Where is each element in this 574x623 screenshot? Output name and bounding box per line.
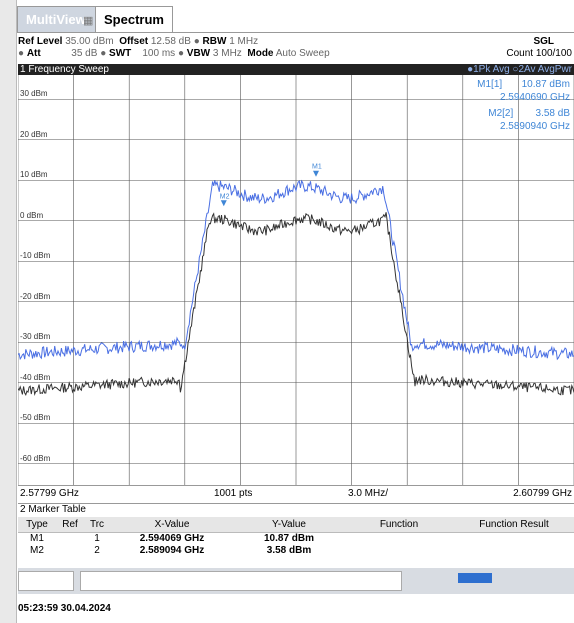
sweep-title: 1 Frequency Sweep — [20, 64, 109, 75]
y-tick-label: 20 dBm — [20, 129, 48, 139]
sweep-points: 1001 pts — [214, 488, 253, 499]
tab-multiview[interactable]: MultiView — [17, 6, 101, 33]
ref-level-label: Ref Level — [18, 36, 63, 47]
mode-value[interactable]: Auto Sweep — [275, 48, 330, 59]
y-tick-label: -40 dBm — [20, 372, 51, 382]
marker1-readout-freq: 2.5940690 GHz — [499, 92, 570, 103]
row-y: 3.58 dBm — [266, 545, 312, 556]
tab-bar: MultiView ▦ Spectrum — [17, 4, 574, 34]
rbw-label: RBW — [202, 36, 227, 47]
header-function-result: Function Result — [479, 519, 549, 530]
marker-1-label: M1 — [312, 164, 322, 171]
vbw-value[interactable]: 3 MHz — [212, 48, 242, 59]
y-tick-label: -10 dBm — [20, 251, 51, 261]
tab-multiview-label: MultiView — [26, 12, 86, 27]
sgl-indicator: SGL — [533, 36, 554, 47]
settings-header: Ref Level 35.00 dBm Offset 12.58 dB ● RB… — [18, 36, 572, 59]
trace-legend: ●1Pk Avg ○2Av AvgPwr — [467, 64, 572, 75]
status-taskbar — [18, 568, 574, 594]
left-edge-panel — [0, 0, 17, 623]
table-row[interactable]: M1 1 2.594069 GHz 10.87 dBm — [18, 533, 574, 545]
marker1-readout-level: 10.87 dBm — [521, 79, 570, 90]
marker2-readout-freq: 2.5890940 GHz — [499, 121, 570, 132]
mode-label: Mode — [247, 48, 274, 59]
y-tick-label: 30 dBm — [20, 89, 48, 99]
trace-2-line — [18, 212, 574, 397]
y-tick-label: -20 dBm — [20, 291, 51, 301]
marker-2-triangle — [220, 200, 227, 207]
header-ref: Ref — [62, 519, 78, 530]
ref-level-value[interactable]: 35.00 dBm — [65, 36, 114, 47]
row-trc: 1 — [94, 533, 100, 544]
marker-1-triangle — [312, 170, 319, 177]
att-value[interactable]: 35 dB — [71, 48, 98, 59]
date-time: 05:23:59 30.04.2024 — [18, 603, 111, 614]
stop-frequency: 2.60799 GHz — [513, 488, 572, 499]
progress-indicator — [458, 573, 492, 583]
y-tick-label: -60 dBm — [20, 453, 51, 463]
row-type: M1 — [30, 533, 44, 544]
taskbar-slot-1[interactable] — [18, 571, 74, 591]
header-type: Type — [26, 519, 48, 530]
grid-icon: ▦ — [83, 15, 94, 27]
table-row[interactable]: M2 2 2.589094 GHz 3.58 dBm — [18, 545, 574, 557]
y-tick-label: 0 dBm — [20, 210, 44, 220]
offset-label: Offset — [119, 36, 149, 47]
marker-table-title-text: 2 Marker Table — [20, 504, 86, 515]
sweep-title-bar: 1 Frequency Sweep ●1Pk Avg ○2Av AvgPwr — [18, 64, 574, 75]
sweep-count: Count 100/100 — [506, 48, 572, 59]
spectrum-plot[interactable]: M1 M2 30 dBm 20 dBm 10 dBm 0 dBm -10 dBm -20 d… — [18, 75, 574, 485]
vbw-label: VBW — [186, 48, 211, 59]
row-x: 2.594069 GHz — [139, 533, 205, 544]
att-label: Att — [26, 48, 41, 59]
tab-spectrum-label: Spectrum — [104, 12, 164, 27]
row-x: 2.589094 GHz — [139, 545, 205, 556]
tab-divider — [17, 32, 574, 33]
offset-value[interactable]: 12.58 dB — [150, 36, 191, 47]
tab-spectrum[interactable]: Spectrum — [95, 6, 173, 33]
row-type: M2 — [30, 545, 44, 556]
y-tick-label: -30 dBm — [20, 332, 51, 342]
y-tick-label: 10 dBm — [20, 170, 48, 180]
marker1-readout-label: M1[1] — [477, 79, 503, 90]
marker2-readout-level: 3.58 dB — [535, 108, 570, 119]
header-y-value: Y-Value — [272, 519, 306, 530]
swt-value[interactable]: 100 ms — [142, 48, 176, 59]
row-trc: 2 — [94, 545, 100, 556]
start-frequency: 2.57799 GHz — [20, 488, 79, 499]
header-function: Function — [379, 519, 419, 530]
header-x-value: X-Value — [154, 519, 190, 530]
marker2-readout-label: M2[2] — [488, 108, 514, 119]
marker-table-header: Type Ref Trc X-Value Y-Value Function Fu… — [18, 517, 574, 533]
marker-2-label: M2 — [220, 193, 230, 200]
trace-1-line — [18, 179, 574, 361]
swt-label: SWT — [109, 48, 132, 59]
marker-table: Type Ref Trc X-Value Y-Value Function Fu… — [18, 517, 574, 557]
spectrum-graph: M1 M2 — [18, 75, 574, 485]
frequency-axis-bar: 2.57799 GHz 1001 pts 3.0 MHz/ 2.60799 GH… — [18, 485, 574, 501]
rbw-value[interactable]: 1 MHz — [229, 36, 259, 47]
y-tick-label: -50 dBm — [20, 413, 51, 423]
row-y: 10.87 dBm — [263, 533, 315, 544]
taskbar-slot-2[interactable] — [80, 571, 402, 591]
frequency-per-div: 3.0 MHz/ — [348, 488, 389, 499]
marker-table-title: 2 Marker Table — [18, 503, 574, 516]
header-trc: Trc — [89, 519, 105, 530]
